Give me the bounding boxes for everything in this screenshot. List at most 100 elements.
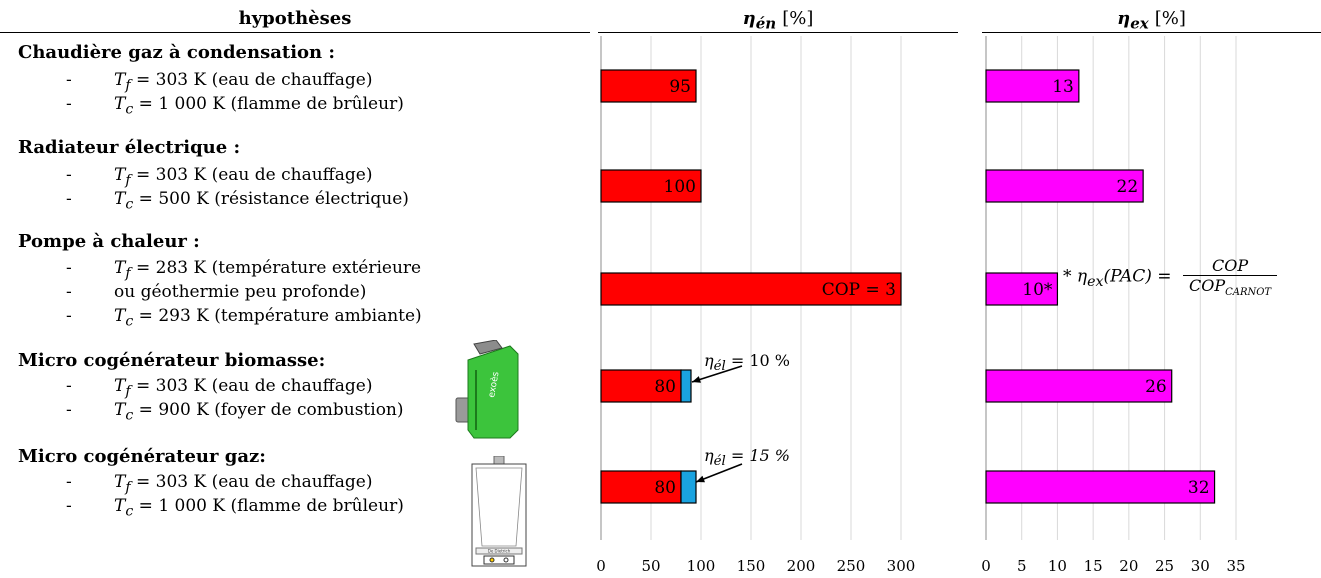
header-hypotheses-label: hypothèses (238, 8, 352, 29)
hyp-value: = 293 K (température ambiante) (133, 306, 422, 326)
data-label: 13 (1052, 77, 1074, 97)
arrow-line (691, 365, 743, 383)
tick-label: 15 (1084, 557, 1103, 575)
white-wall-boiler-icon: De Dietrich (471, 456, 527, 567)
header-eta-ex-unit: [%] (1154, 8, 1186, 29)
data-label: 32 (1188, 478, 1210, 498)
group-title-heat-pump: Pompe à chaleur : (18, 231, 200, 252)
header-eta-en-sub: én (755, 14, 777, 33)
eta-el-value: = 15 % (725, 446, 790, 465)
hyp-sym: T (114, 189, 126, 209)
bar (985, 69, 1080, 103)
bar (985, 470, 1216, 504)
biomass-brand-label: exoès (486, 371, 501, 399)
data-label: 10* (1022, 280, 1053, 300)
hyp-text: Tf = 303 K (eau de chauffage) (114, 70, 372, 93)
hyp-value: ou géothermie peu profonde) (114, 282, 367, 302)
hyp-sub: c (125, 407, 134, 424)
data-label: COP = 3 (822, 280, 896, 300)
tick-label: 0 (981, 557, 991, 575)
hyp-text: Tc = 900 K (foyer de combustion) (114, 400, 404, 423)
hyp-value: = 303 K (eau de chauffage) (130, 70, 373, 90)
hyp-text: Tc = 1 000 K (flamme de brûleur) (114, 496, 404, 519)
hyp-value: = 1 000 K (flamme de brûleur) (133, 496, 404, 516)
hyp-sym: T (114, 472, 126, 492)
formula-sub: ex (1087, 273, 1104, 290)
header-eta-ex: ηex [%] (982, 6, 1321, 33)
header-eta-en-unit: [%] (782, 8, 814, 29)
hyp-value: = 303 K (eau de chauffage) (130, 376, 373, 396)
dash: - (66, 282, 72, 302)
hyp-text: ou géothermie peu profonde) (114, 282, 366, 302)
hyp-text: Tf = 283 K (température extérieure (114, 258, 421, 281)
hyp-sym: T (114, 70, 126, 90)
formula-fraction: COP COPCARNOT (1182, 256, 1278, 298)
green-pellet-boiler-icon: exoès (455, 340, 519, 439)
hyp-sym: T (114, 400, 126, 420)
header-hypotheses: hypothèses (0, 6, 590, 33)
header-eta-en: ηén [%] (598, 6, 958, 33)
hyp-sub: c (125, 503, 134, 520)
tick-label: 0 (596, 557, 606, 575)
dash: - (66, 306, 72, 326)
group-title-electric-radiator: Radiateur électrique : (18, 137, 241, 158)
hyp-line: - ou géothermie peu profonde) (0, 282, 590, 304)
hyp-text: Tc = 500 K (résistance électrique) (114, 189, 409, 212)
header-eta-ex-sub: ex (1130, 14, 1149, 33)
tick-label: 50 (641, 557, 660, 575)
tick-label: 20 (1119, 557, 1138, 575)
bar (985, 272, 1059, 306)
bar (600, 169, 702, 203)
hyp-sym: T (114, 376, 126, 396)
hyp-value: = 303 K (eau de chauffage) (130, 165, 373, 185)
hyp-line: - Tc = 1 000 K (flamme de brûleur) (0, 496, 450, 519)
exergy-formula: * ηex(PAC) = COP COPCARNOT (1063, 256, 1278, 298)
data-label: 22 (1117, 177, 1139, 197)
hyp-value: = 500 K (résistance électrique) (133, 189, 409, 209)
hyp-text: Tc = 293 K (température ambiante) (114, 306, 422, 329)
group-title-biomass-chp: Micro cogénérateur biomasse: (18, 350, 326, 371)
bar (600, 272, 902, 306)
hyp-line: - Tf = 303 K (eau de chauffage) (0, 472, 450, 496)
tick-label: 5 (1017, 557, 1027, 575)
bar (600, 369, 682, 403)
hyp-sub: c (125, 313, 134, 330)
dash: - (66, 94, 72, 114)
tick-label: 300 (887, 557, 916, 575)
data-label: 100 (664, 177, 696, 197)
data-label: 26 (1145, 377, 1167, 397)
tick-label: 150 (737, 557, 766, 575)
eta-el-symbol: η (704, 446, 714, 465)
formula-mid: (PAC) = (1103, 266, 1172, 287)
bar (985, 169, 1144, 203)
hyp-sub: c (125, 101, 134, 118)
dash: - (66, 400, 72, 420)
formula-prefix: * η (1063, 266, 1088, 287)
bar-segment (680, 369, 692, 403)
hyp-sub: f (125, 479, 131, 496)
hyp-value: = 1 000 K (flamme de brûleur) (133, 94, 404, 114)
eta-el-sub: él (713, 454, 726, 470)
formula-denominator: COPCARNOT (1183, 276, 1277, 298)
data-label: 80 (654, 377, 676, 397)
tick-label: 35 (1226, 557, 1245, 575)
hyp-sub: f (125, 265, 131, 282)
gas-brand-label: De Dietrich (488, 549, 511, 554)
group-title-gas-chp: Micro cogénérateur gaz: (18, 446, 266, 467)
bar (985, 369, 1173, 403)
dash: - (66, 70, 72, 90)
formula-den-main: COP (1188, 276, 1226, 295)
hyp-value: = 900 K (foyer de combustion) (133, 400, 404, 420)
hyp-sym: T (114, 258, 126, 278)
hyp-sym: T (114, 94, 126, 114)
hyp-sym: T (114, 496, 126, 516)
dash: - (66, 189, 72, 209)
hyp-text: Tf = 303 K (eau de chauffage) (114, 165, 372, 188)
header-eta-en-symbol: η (742, 8, 756, 29)
dash: - (66, 496, 72, 516)
hyp-sub: f (125, 77, 131, 94)
hyp-value: = 303 K (eau de chauffage) (130, 472, 373, 492)
tick-label: 250 (837, 557, 866, 575)
hyp-line: - Tc = 500 K (résistance électrique) (0, 189, 590, 212)
